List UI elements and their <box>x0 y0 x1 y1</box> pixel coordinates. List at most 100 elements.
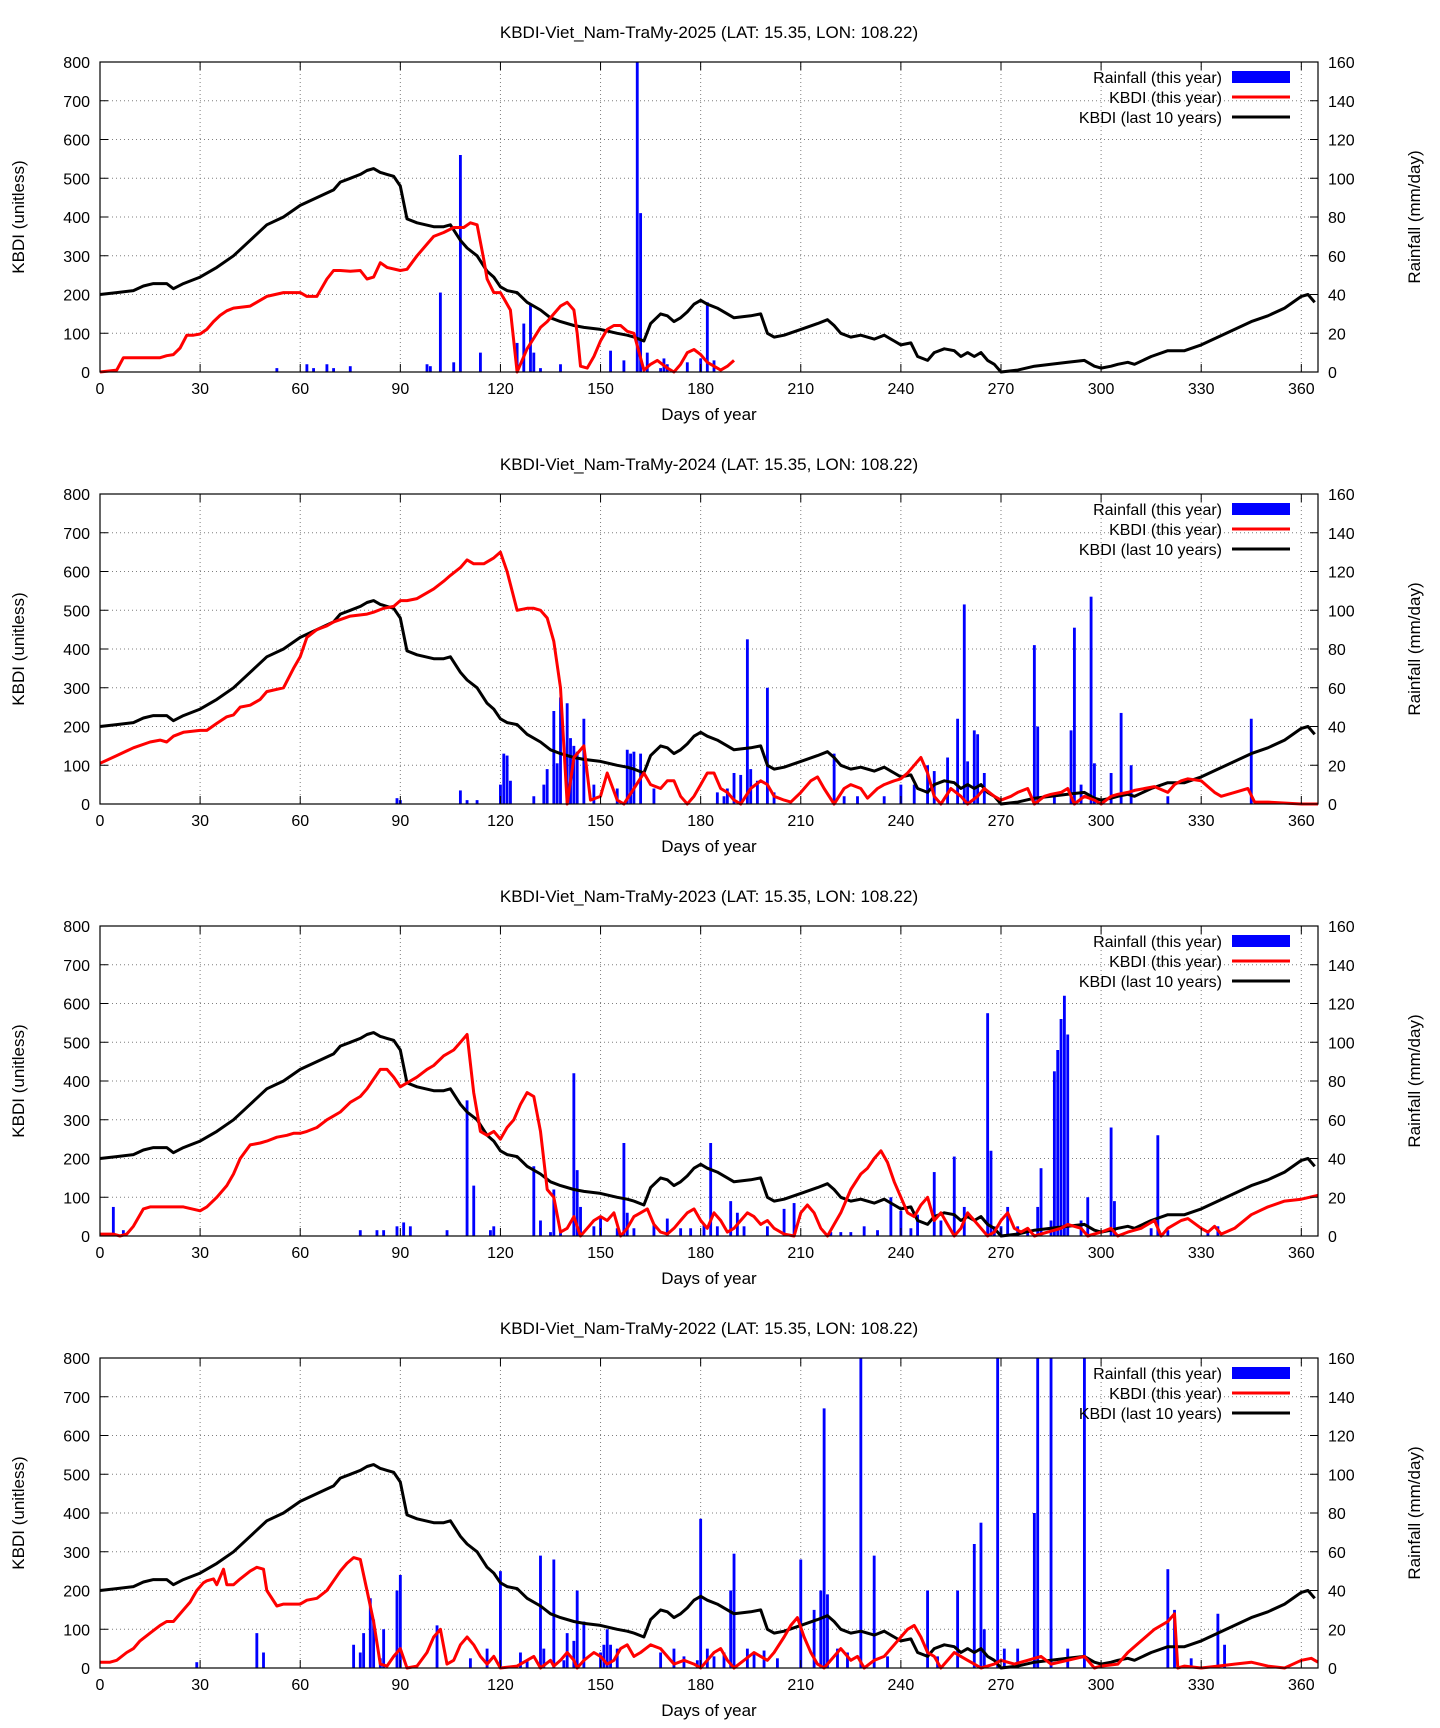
rain-bar <box>732 1553 736 1668</box>
rain-bar <box>899 1210 903 1236</box>
y2-tick-label: 140 <box>1328 94 1355 111</box>
rain-bar <box>305 364 309 372</box>
rain-bar <box>472 1185 476 1236</box>
rain-bar <box>722 796 726 804</box>
x-tick-label: 30 <box>191 813 209 830</box>
x-tick-label: 330 <box>1188 1245 1215 1262</box>
rain-bar <box>428 366 432 372</box>
x-tick-label: 300 <box>1088 813 1115 830</box>
rain-bar <box>989 1150 993 1236</box>
y-axis-label: KBDI (unitless) <box>9 592 28 705</box>
rain-bar <box>702 1224 706 1236</box>
rain-bar <box>972 1544 976 1668</box>
y-axis-label: KBDI (unitless) <box>9 160 28 273</box>
rain-bar <box>916 1214 919 1236</box>
legend: Rainfall (this year) KBDI (this year) KBDI… <box>1079 502 1290 559</box>
rain-bar <box>622 1143 626 1236</box>
y-tick-label: 0 <box>81 1229 90 1246</box>
y2-tick-label: 100 <box>1328 1035 1355 1052</box>
y2-tick-label: 60 <box>1328 681 1346 698</box>
rain-bar <box>352 1644 356 1668</box>
y-tick-label: 300 <box>63 681 90 698</box>
rain-bar <box>1109 773 1113 804</box>
rain-bar <box>425 364 429 372</box>
series-rainfall <box>111 995 1220 1236</box>
rain-bar <box>1093 763 1096 804</box>
rain-bar <box>542 1648 546 1668</box>
y2-tick-label: 0 <box>1328 365 1337 382</box>
rain-bar <box>829 1232 833 1236</box>
x-axis: 0 30 60 90 120 150 180 210 240 270 300 330 360 <box>96 62 1315 398</box>
legend-label: KBDI (last 10 years) <box>1079 1406 1222 1423</box>
rain-bar <box>592 784 596 804</box>
rain-bar <box>499 784 502 804</box>
y-tick-label: 400 <box>63 1506 90 1523</box>
rain-bar <box>1156 1135 1160 1236</box>
rain-bar <box>1066 1034 1070 1236</box>
rain-bar <box>745 639 749 804</box>
rain-bar <box>689 1228 693 1236</box>
rain-bar <box>1039 1168 1043 1236</box>
y2-axis-label: Rainfall (mm/day) <box>1405 1014 1424 1147</box>
rain-bar <box>1223 1644 1226 1668</box>
legend-swatch-rainfall <box>1232 935 1290 947</box>
x-tick-label: 150 <box>587 1677 614 1694</box>
rain-bar <box>729 1590 733 1668</box>
y-tick-label: 200 <box>63 720 90 737</box>
y2-tick-label: 100 <box>1328 603 1355 620</box>
rain-bar <box>452 362 456 372</box>
x-tick-label: 90 <box>391 1245 409 1262</box>
rain-bar <box>1049 1358 1053 1668</box>
rain-bar <box>705 302 709 372</box>
rain-bar <box>505 755 509 804</box>
rain-bar <box>812 1609 816 1668</box>
x-tick-label: 360 <box>1288 813 1315 830</box>
rain-bar <box>609 1644 612 1668</box>
rain-bar <box>886 1656 889 1668</box>
y2-tick-label: 160 <box>1328 1351 1355 1368</box>
rain-bar <box>572 745 576 804</box>
rain-bar <box>121 1230 125 1236</box>
x-tick-label: 210 <box>787 381 814 398</box>
legend-label: Rainfall (this year) <box>1093 1366 1222 1383</box>
rain-bar <box>515 342 519 372</box>
legend-label: Rainfall (this year) <box>1093 70 1222 87</box>
rain-bar <box>1056 1050 1060 1236</box>
rain-bar <box>348 366 352 372</box>
rain-bar <box>1052 796 1056 804</box>
x-tick-label: 300 <box>1088 381 1115 398</box>
x-tick-label: 60 <box>291 813 309 830</box>
rain-bar <box>111 1206 115 1236</box>
y2-tick-label: 20 <box>1328 326 1346 343</box>
rain-bar <box>1059 1019 1063 1236</box>
rain-bar <box>332 368 336 372</box>
y2-tick-label: 20 <box>1328 758 1346 775</box>
rain-bar <box>555 763 559 804</box>
y2-tick-label: 40 <box>1328 1584 1346 1601</box>
y2-tick-label: 100 <box>1328 1467 1355 1484</box>
rain-bar <box>629 753 632 804</box>
rain-bar <box>358 1230 362 1236</box>
chart-title: KBDI-Viet_Nam-TraMy-2022 (LAT: 15.35, LO… <box>500 1319 918 1338</box>
legend-swatch-rainfall <box>1232 503 1290 515</box>
x-tick-label: 180 <box>687 1677 714 1694</box>
y2-tick-label: 120 <box>1328 997 1355 1014</box>
y-tick-label: 400 <box>63 642 90 659</box>
y2-axis: 0 20 40 60 80 100 120 140 160 <box>1310 919 1355 1246</box>
rain-bar <box>572 1073 576 1236</box>
x-axis-label: Days of year <box>661 1701 757 1720</box>
rain-bar <box>699 1518 703 1668</box>
rain-bar <box>1036 726 1040 804</box>
chart-2: KBDI-Viet_Nam-TraMy-2023 (LAT: 15.35, LO… <box>9 887 1424 1288</box>
y2-tick-label: 80 <box>1328 210 1346 227</box>
x-tick-label: 150 <box>587 1245 614 1262</box>
grid <box>100 926 1318 1236</box>
rain-bar <box>836 1648 839 1668</box>
rain-bar <box>752 1652 756 1668</box>
legend-label: Rainfall (this year) <box>1093 934 1222 951</box>
series-rainfall <box>275 62 716 372</box>
rain-bar <box>665 1218 669 1236</box>
rain-bar <box>715 792 719 804</box>
grid <box>100 494 1318 804</box>
y2-axis-label: Rainfall (mm/day) <box>1405 150 1424 283</box>
